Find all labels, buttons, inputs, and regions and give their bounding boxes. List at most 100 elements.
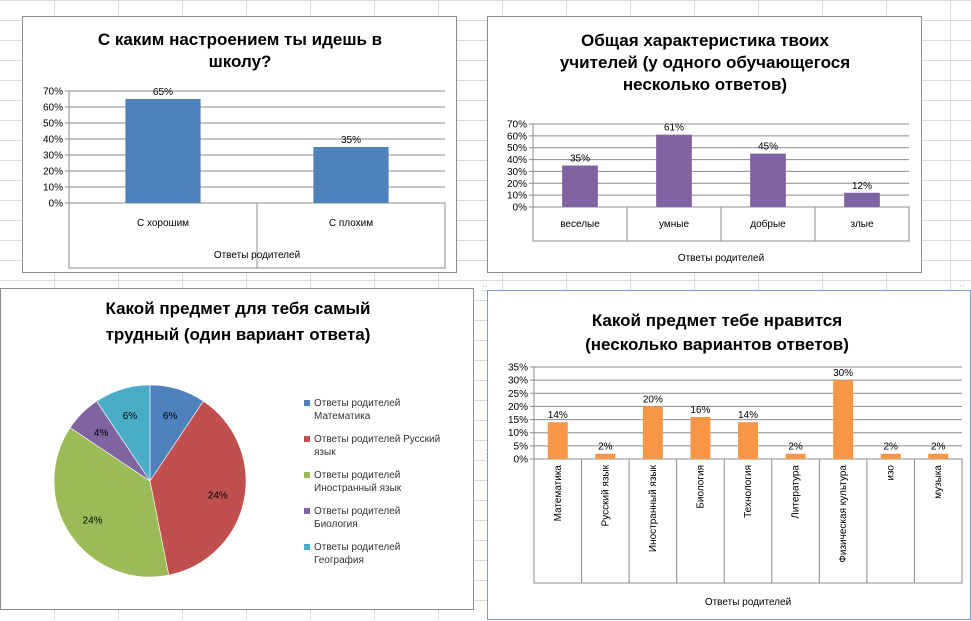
legend-label: Биология <box>314 519 358 530</box>
data-label: 20% <box>643 394 663 405</box>
chart-title-line: (несколько вариантов ответов) <box>585 335 849 354</box>
data-label: 16% <box>690 405 710 416</box>
y-tick-label: 50% <box>507 143 527 154</box>
category-label: Русский язык <box>600 464 611 526</box>
bar <box>833 380 854 459</box>
chart-title-line: учителей (у одного обучающегося <box>560 53 850 72</box>
y-tick-label: 60% <box>507 131 527 142</box>
bar <box>313 147 389 203</box>
legend-label: География <box>314 554 364 566</box>
y-tick-label: 30% <box>508 376 528 387</box>
chart-mood-panel[interactable]: С каким настроением ты идешь в школу? 0% 10… <box>22 16 457 273</box>
y-tick-label: 15% <box>508 415 528 426</box>
category-label: изо <box>886 465 897 481</box>
data-label: 35% <box>570 154 590 165</box>
y-tick-label: 10% <box>43 183 63 194</box>
y-tick-label: 25% <box>508 389 528 400</box>
chart-hardest-subject: Какой предмет для тебя самый трудный (оди… <box>53 299 440 578</box>
category-label: Биология <box>695 465 706 509</box>
bar <box>785 453 806 459</box>
y-tick-label: 70% <box>507 120 527 131</box>
bar <box>750 153 786 207</box>
y-tick-label: 70% <box>43 87 63 98</box>
y-tick-label: 30% <box>43 151 63 162</box>
data-label: 14% <box>548 410 568 421</box>
bar <box>656 134 692 207</box>
data-label: 24% <box>83 515 103 526</box>
data-label: 2% <box>598 442 613 453</box>
y-tick-label: 10% <box>508 428 528 439</box>
bar <box>642 406 663 459</box>
legend-label: Ответы родителей <box>314 506 400 517</box>
chart-teachers-panel[interactable]: Общая характеристика твоих учителей (у од… <box>487 16 922 273</box>
category-label: добрые <box>750 218 786 230</box>
category-label: Физическая культура <box>838 465 849 563</box>
chart-title-line: школу? <box>209 52 272 71</box>
legend-label: Ответы родителей <box>314 470 400 481</box>
legend-swatch <box>304 400 310 406</box>
x-axis-title: Ответы родителей <box>705 597 791 608</box>
bar <box>690 416 711 459</box>
bar <box>738 422 758 459</box>
legend-label: язык <box>314 447 336 458</box>
y-tick-label: 20% <box>508 402 528 413</box>
resize-handle-top-right[interactable]: :: <box>959 283 965 294</box>
chart-title-line: несколько ответов) <box>623 75 787 94</box>
y-tick-label: 35% <box>508 363 528 374</box>
data-label: 2% <box>883 442 898 453</box>
category-label: С хорошим <box>137 218 189 229</box>
legend-label: Ответы родителей Русский <box>314 434 440 445</box>
y-tick-label: 60% <box>43 103 63 114</box>
chart-mood: С каким настроением ты идешь в школу? 0% 10… <box>43 30 446 269</box>
y-tick-label: 40% <box>43 135 63 146</box>
bar <box>880 453 901 459</box>
chart-hardest-subject-panel[interactable]: Какой предмет для тебя самый трудный (оди… <box>0 288 474 610</box>
category-label: веселые <box>560 219 600 230</box>
legend-label: Математика <box>314 411 371 422</box>
resize-handle-middle-left[interactable]: ⋮ <box>482 449 492 460</box>
chart-title-line: Общая характеристика твоих <box>581 31 830 50</box>
y-tick-label: 50% <box>43 119 63 130</box>
y-tick-label: 40% <box>507 155 527 166</box>
data-label: 2% <box>931 442 946 453</box>
pie-slice <box>149 400 247 576</box>
y-tick-label: 5% <box>514 441 529 452</box>
category-label: музыка <box>933 465 944 499</box>
data-label: 2% <box>788 442 803 453</box>
legend-swatch <box>304 544 310 550</box>
bar <box>844 192 880 207</box>
data-label: 65% <box>153 87 173 98</box>
category-label: С плохим <box>329 218 373 229</box>
chart-title-line: С каким настроением ты идешь в <box>98 30 382 49</box>
y-tick-label: 20% <box>43 167 63 178</box>
legend-label: Ответы родителей <box>314 542 400 553</box>
y-tick-label: 20% <box>507 179 527 190</box>
bar <box>547 422 568 459</box>
data-label: 14% <box>738 410 758 421</box>
category-label: Математика <box>553 465 564 522</box>
chart-liked-subject: Какой предмет тебе нравится (несколько ва… <box>508 311 963 608</box>
chart-liked-subject-panel[interactable]: Какой предмет тебе нравится (несколько ва… <box>487 290 971 620</box>
legend-swatch <box>304 436 310 442</box>
bar <box>928 453 949 459</box>
category-label: злые <box>850 219 873 230</box>
legend-swatch <box>304 508 310 514</box>
data-label: 6% <box>123 411 138 422</box>
resize-handle-top-left[interactable]: :: <box>482 283 488 294</box>
pie-slice <box>53 427 170 578</box>
x-axis-title: Ответы родителей <box>678 253 764 264</box>
category-label: Литература <box>791 465 802 519</box>
chart-title-line: трудный (один вариант ответа) <box>106 325 371 344</box>
category-label: Иностранный язык <box>648 464 659 552</box>
data-label: 4% <box>94 428 109 439</box>
data-label: 45% <box>758 142 778 153</box>
pie-slice <box>96 384 151 482</box>
y-tick-label: 0% <box>49 199 64 210</box>
y-tick-label: 0% <box>514 455 529 466</box>
chart-title-line: Какой предмет для тебя самый <box>105 299 370 318</box>
legend-label: Иностранный язык <box>314 483 402 494</box>
legend-label: Ответы родителей <box>314 398 400 409</box>
y-tick-label: 0% <box>513 203 528 214</box>
bar <box>125 99 201 203</box>
y-tick-label: 10% <box>507 191 527 202</box>
